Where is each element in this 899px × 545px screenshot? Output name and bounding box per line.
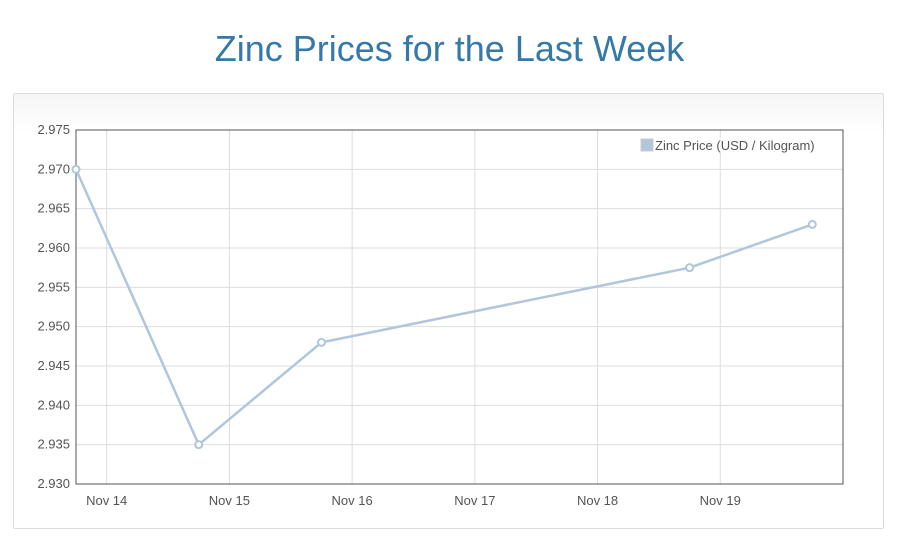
data-point[interactable] bbox=[316, 337, 326, 347]
y-tick-label: 2.965 bbox=[37, 201, 70, 216]
plot-area bbox=[75, 129, 844, 485]
grid-lines bbox=[76, 129, 843, 485]
legend-swatch bbox=[640, 138, 654, 152]
y-tick-label: 2.975 bbox=[37, 122, 70, 137]
y-tick-label: 2.950 bbox=[37, 319, 70, 334]
series-layer bbox=[71, 164, 817, 450]
y-axis-ticks: 2.930 2.935 2.940 2.945 2.950 2.955 2.960 2.965… bbox=[37, 122, 70, 491]
y-tick-label: 2.930 bbox=[37, 476, 70, 491]
y-tick-label: 2.945 bbox=[37, 358, 70, 373]
series-line bbox=[74, 168, 813, 446]
x-tick-label: Nov 15 bbox=[209, 493, 250, 508]
legend-label: Zinc Price (USD / Kilogram) bbox=[655, 138, 815, 153]
y-tick-label: 2.970 bbox=[37, 161, 70, 176]
page-title: Zinc Prices for the Last Week bbox=[214, 28, 685, 69]
data-point[interactable] bbox=[71, 164, 81, 174]
x-tick-label: Nov 19 bbox=[700, 493, 741, 508]
y-tick-label: 2.940 bbox=[37, 397, 70, 412]
x-tick-label: Nov 14 bbox=[86, 493, 127, 508]
x-tick-label: Nov 17 bbox=[454, 493, 495, 508]
x-axis-ticks: Nov 14 Nov 15 Nov 16 Nov 17 Nov 18 Nov 19 bbox=[86, 493, 741, 508]
legend[interactable]: Zinc Price (USD / Kilogram) bbox=[640, 138, 838, 153]
chart-panel bbox=[13, 93, 884, 529]
y-tick-label: 2.955 bbox=[37, 279, 70, 294]
data-point[interactable] bbox=[685, 263, 695, 273]
legend-background bbox=[640, 138, 838, 153]
y-tick-label: 2.935 bbox=[37, 437, 70, 452]
y-tick-label: 2.960 bbox=[37, 240, 70, 255]
x-tick-label: Nov 18 bbox=[577, 493, 618, 508]
x-tick-label: Nov 16 bbox=[332, 493, 373, 508]
data-point[interactable] bbox=[194, 440, 204, 450]
data-point[interactable] bbox=[807, 219, 817, 229]
